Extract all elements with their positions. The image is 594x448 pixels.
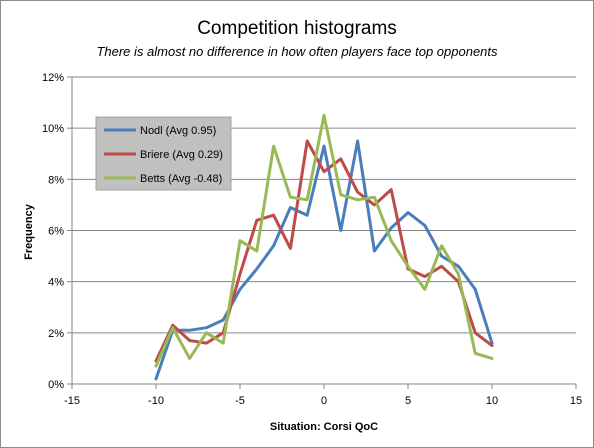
y-tick-label: 6% bbox=[48, 226, 64, 238]
legend-label: Betts (Avg -0.48) bbox=[140, 173, 222, 185]
x-tick-label: -5 bbox=[235, 395, 245, 407]
chart-title: Competition histograms bbox=[197, 18, 397, 39]
legend-label: Briere (Avg 0.29) bbox=[140, 149, 223, 161]
legend-label: Nodl (Avg 0.95) bbox=[140, 125, 216, 137]
x-tick-label: 5 bbox=[405, 395, 411, 407]
x-tick-label: 15 bbox=[570, 395, 582, 407]
series-lines bbox=[154, 113, 494, 381]
x-tick-label: 0 bbox=[321, 395, 327, 407]
x-axis-label: Situation: Corsi QoC bbox=[270, 421, 378, 433]
x-tick-label: -15 bbox=[64, 395, 80, 407]
series-line-2 bbox=[154, 139, 494, 363]
y-tick-label: 4% bbox=[48, 277, 64, 289]
y-tick-label: 0% bbox=[48, 379, 64, 391]
legend: Nodl (Avg 0.95) Briere (Avg 0.29) Betts (A… bbox=[95, 116, 232, 191]
x-ticks: -15 -10 -5 0 5 10 15 bbox=[64, 384, 582, 407]
y-axis-label: Frequency bbox=[23, 203, 35, 260]
y-tick-label: 12% bbox=[42, 72, 64, 84]
y-tick-label: 8% bbox=[48, 174, 64, 186]
y-ticks: 0% 2% 4% 6% 8% 10% 12% bbox=[42, 72, 72, 391]
series-line-1 bbox=[154, 139, 494, 381]
y-tick-label: 10% bbox=[42, 123, 64, 135]
x-tick-label: -10 bbox=[148, 395, 164, 407]
series-line-3 bbox=[154, 113, 494, 368]
y-tick-label: 2% bbox=[48, 328, 64, 340]
chart-subtitle: There is almost no difference in how oft… bbox=[96, 44, 498, 59]
x-tick-label: 10 bbox=[486, 395, 498, 407]
